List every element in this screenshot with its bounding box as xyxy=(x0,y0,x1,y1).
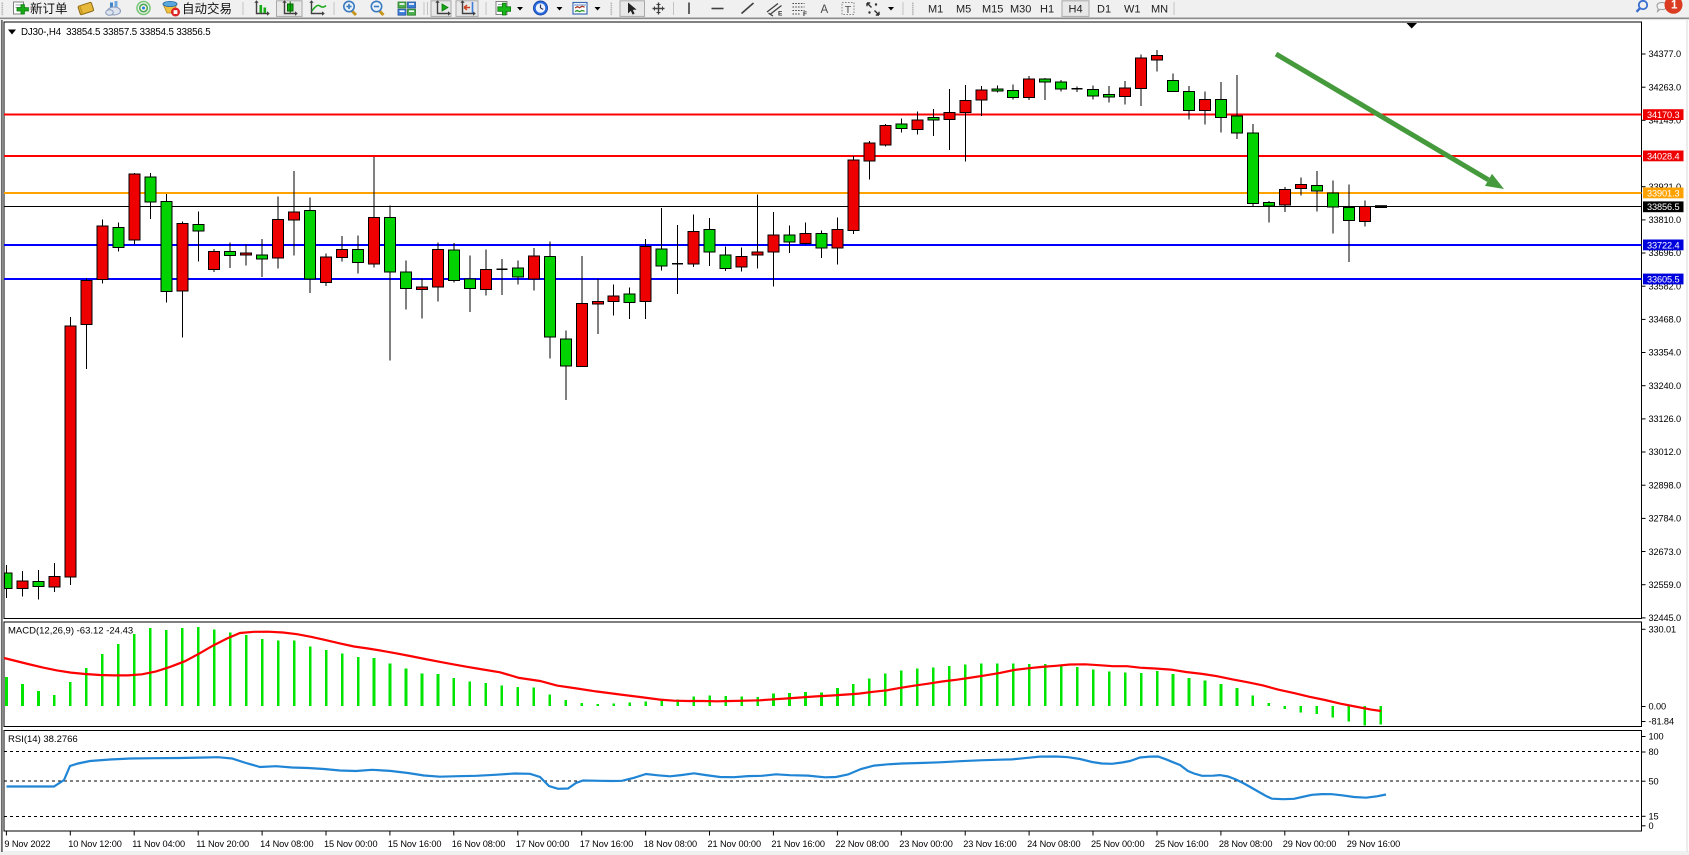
svg-text:21 Nov 00:00: 21 Nov 00:00 xyxy=(708,839,761,849)
svg-text:MACD(12,26,9) -63.12 -24.43: MACD(12,26,9) -63.12 -24.43 xyxy=(8,626,133,637)
svg-text:33605.5: 33605.5 xyxy=(1647,274,1680,284)
svg-text:11 Nov 04:00: 11 Nov 04:00 xyxy=(132,839,185,849)
svg-text:29 Nov 16:00: 29 Nov 16:00 xyxy=(1347,839,1400,849)
svg-text:32559.0: 32559.0 xyxy=(1649,580,1682,590)
svg-text:33468.0: 33468.0 xyxy=(1649,315,1682,325)
svg-text:H4: H4 xyxy=(1069,4,1083,16)
svg-text:25 Nov 00:00: 25 Nov 00:00 xyxy=(1091,839,1144,849)
svg-text:16 Nov 08:00: 16 Nov 08:00 xyxy=(452,839,505,849)
svg-text:W1: W1 xyxy=(1124,4,1141,16)
svg-text:M30: M30 xyxy=(1010,4,1031,16)
svg-text:33240.0: 33240.0 xyxy=(1649,381,1682,391)
svg-text:32784.0: 32784.0 xyxy=(1649,514,1682,524)
svg-text:32445.0: 32445.0 xyxy=(1649,613,1682,623)
svg-text:M15: M15 xyxy=(982,4,1003,16)
svg-text:15 Nov 16:00: 15 Nov 16:00 xyxy=(388,839,441,849)
svg-text:9 Nov 2022: 9 Nov 2022 xyxy=(4,839,50,849)
svg-text:33354.0: 33354.0 xyxy=(1649,348,1682,358)
svg-text:11 Nov 20:00: 11 Nov 20:00 xyxy=(196,839,249,849)
svg-text:25 Nov 16:00: 25 Nov 16:00 xyxy=(1155,839,1208,849)
svg-text:34170.3: 34170.3 xyxy=(1647,110,1680,120)
svg-text:29 Nov 00:00: 29 Nov 00:00 xyxy=(1283,839,1336,849)
svg-text:33810.0: 33810.0 xyxy=(1649,215,1682,225)
svg-text:33696.0: 33696.0 xyxy=(1649,248,1682,258)
svg-text:-81.84: -81.84 xyxy=(1649,717,1674,727)
svg-text:33582.0: 33582.0 xyxy=(1649,281,1682,291)
svg-text:H1: H1 xyxy=(1040,4,1054,16)
svg-text:34263.0: 34263.0 xyxy=(1649,82,1682,92)
svg-text:M1: M1 xyxy=(928,4,943,16)
svg-text:33901.3: 33901.3 xyxy=(1647,188,1680,198)
svg-text:100: 100 xyxy=(1649,732,1664,742)
svg-text:17 Nov 16:00: 17 Nov 16:00 xyxy=(580,839,633,849)
svg-text:34028.4: 34028.4 xyxy=(1647,151,1680,161)
svg-text:F: F xyxy=(803,11,807,18)
svg-text:28 Nov 08:00: 28 Nov 08:00 xyxy=(1219,839,1272,849)
svg-text:23 Nov 00:00: 23 Nov 00:00 xyxy=(899,839,952,849)
svg-text:M5: M5 xyxy=(956,4,971,16)
svg-text:1: 1 xyxy=(1671,0,1678,12)
svg-text:18 Nov 08:00: 18 Nov 08:00 xyxy=(644,839,697,849)
svg-text:80: 80 xyxy=(1649,747,1659,757)
svg-text:自动交易: 自动交易 xyxy=(182,1,232,16)
svg-text:33126.0: 33126.0 xyxy=(1649,414,1682,424)
svg-text:0: 0 xyxy=(1649,821,1654,831)
svg-text:33856.5: 33856.5 xyxy=(1647,202,1680,212)
svg-text:34377.0: 34377.0 xyxy=(1649,49,1682,59)
svg-text:MN: MN xyxy=(1151,4,1168,16)
svg-text:330.01: 330.01 xyxy=(1649,625,1677,635)
svg-text:RSI(14) 38.2766: RSI(14) 38.2766 xyxy=(8,734,78,745)
svg-text:34149.0: 34149.0 xyxy=(1649,116,1682,126)
svg-text:E: E xyxy=(778,11,783,18)
svg-text:21 Nov 16:00: 21 Nov 16:00 xyxy=(771,839,824,849)
svg-text:33012.0: 33012.0 xyxy=(1649,447,1682,457)
svg-text:10 Nov 12:00: 10 Nov 12:00 xyxy=(68,839,121,849)
svg-text:17 Nov 00:00: 17 Nov 00:00 xyxy=(516,839,569,849)
svg-text:0.00: 0.00 xyxy=(1649,702,1666,712)
svg-text:15 Nov 00:00: 15 Nov 00:00 xyxy=(324,839,377,849)
svg-text:14 Nov 08:00: 14 Nov 08:00 xyxy=(260,839,313,849)
svg-text:DJ30-,H4 33854.5 33857.5 3385: DJ30-,H4 33854.5 33857.5 33854.5 33856.5 xyxy=(21,27,211,38)
svg-text:T: T xyxy=(845,4,852,16)
svg-text:32898.0: 32898.0 xyxy=(1649,480,1682,490)
svg-text:32673.0: 32673.0 xyxy=(1649,547,1682,557)
svg-text:33921.0: 33921.0 xyxy=(1649,182,1682,192)
svg-text:D1: D1 xyxy=(1097,4,1111,16)
svg-text:23 Nov 16:00: 23 Nov 16:00 xyxy=(963,839,1016,849)
svg-text:50: 50 xyxy=(1649,776,1659,786)
svg-text:22 Nov 08:00: 22 Nov 08:00 xyxy=(835,839,888,849)
svg-text:33722.4: 33722.4 xyxy=(1647,240,1680,250)
svg-text:新订单: 新订单 xyxy=(30,1,68,16)
svg-text:15: 15 xyxy=(1649,812,1659,822)
svg-text:A: A xyxy=(821,4,829,16)
svg-text:24 Nov 08:00: 24 Nov 08:00 xyxy=(1027,839,1080,849)
